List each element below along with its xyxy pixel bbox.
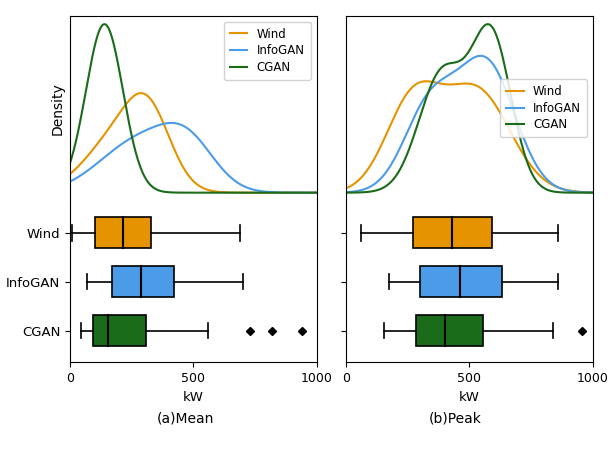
CGAN xyxy=(528,171,536,177)
InfoGAN xyxy=(232,178,239,184)
CGAN xyxy=(589,190,596,195)
InfoGAN xyxy=(488,60,496,65)
Bar xyxy=(95,217,151,248)
InfoGAN xyxy=(252,188,260,193)
CGAN xyxy=(130,142,137,147)
Line: Wind: Wind xyxy=(70,93,317,193)
InfoGAN xyxy=(212,158,219,163)
CGAN xyxy=(110,42,117,48)
CGAN xyxy=(212,190,219,195)
CGAN xyxy=(386,180,393,186)
Wind xyxy=(406,87,413,93)
Wind xyxy=(110,119,117,124)
InfoGAN xyxy=(313,190,320,195)
CGAN xyxy=(484,22,491,27)
InfoGAN xyxy=(178,122,185,128)
CGAN xyxy=(252,190,260,195)
Y-axis label: Density: Density xyxy=(50,82,64,135)
InfoGAN xyxy=(168,120,175,126)
InfoGAN xyxy=(589,190,596,195)
CGAN xyxy=(454,59,461,64)
InfoGAN xyxy=(342,189,350,195)
InfoGAN xyxy=(406,124,413,130)
CGAN xyxy=(342,190,350,195)
InfoGAN xyxy=(477,53,484,58)
Legend: Wind, InfoGAN, CGAN: Wind, InfoGAN, CGAN xyxy=(500,80,587,137)
InfoGAN xyxy=(508,102,515,107)
InfoGAN xyxy=(528,155,536,160)
Wind xyxy=(342,185,350,191)
Wind xyxy=(232,190,239,195)
Wind xyxy=(528,165,536,170)
Bar xyxy=(112,266,173,297)
Wind xyxy=(313,190,320,195)
Bar xyxy=(420,266,502,297)
Wind xyxy=(488,97,496,103)
CGAN xyxy=(232,190,239,195)
InfoGAN xyxy=(110,147,117,153)
Line: CGAN: CGAN xyxy=(346,24,593,193)
CGAN xyxy=(101,22,108,27)
InfoGAN xyxy=(386,164,393,170)
Line: Wind: Wind xyxy=(346,81,593,193)
Wind xyxy=(386,124,393,129)
Wind xyxy=(66,171,74,177)
CGAN xyxy=(488,24,496,29)
Wind xyxy=(212,189,219,194)
InfoGAN xyxy=(66,179,74,184)
Wind xyxy=(252,190,260,195)
Bar xyxy=(94,315,147,346)
X-axis label: kW: kW xyxy=(183,391,204,404)
Wind xyxy=(178,162,185,168)
CGAN xyxy=(508,95,515,100)
CGAN xyxy=(313,190,320,195)
Line: InfoGAN: InfoGAN xyxy=(70,123,317,193)
Wind xyxy=(455,81,462,87)
Text: (b)Peak: (b)Peak xyxy=(429,412,481,426)
Line: CGAN: CGAN xyxy=(70,24,317,193)
CGAN xyxy=(178,190,185,195)
Wind xyxy=(508,130,515,136)
Bar xyxy=(413,217,492,248)
Wind xyxy=(423,79,430,84)
InfoGAN xyxy=(130,134,137,140)
Text: (a)Mean: (a)Mean xyxy=(157,412,214,426)
Bar xyxy=(416,315,483,346)
CGAN xyxy=(406,145,413,151)
Wind xyxy=(137,90,145,96)
Line: InfoGAN: InfoGAN xyxy=(346,56,593,193)
X-axis label: kW: kW xyxy=(459,391,480,404)
Wind xyxy=(130,94,137,99)
InfoGAN xyxy=(454,67,461,72)
Legend: Wind, InfoGAN, CGAN: Wind, InfoGAN, CGAN xyxy=(224,22,311,80)
CGAN xyxy=(66,161,74,166)
Wind xyxy=(589,190,596,195)
